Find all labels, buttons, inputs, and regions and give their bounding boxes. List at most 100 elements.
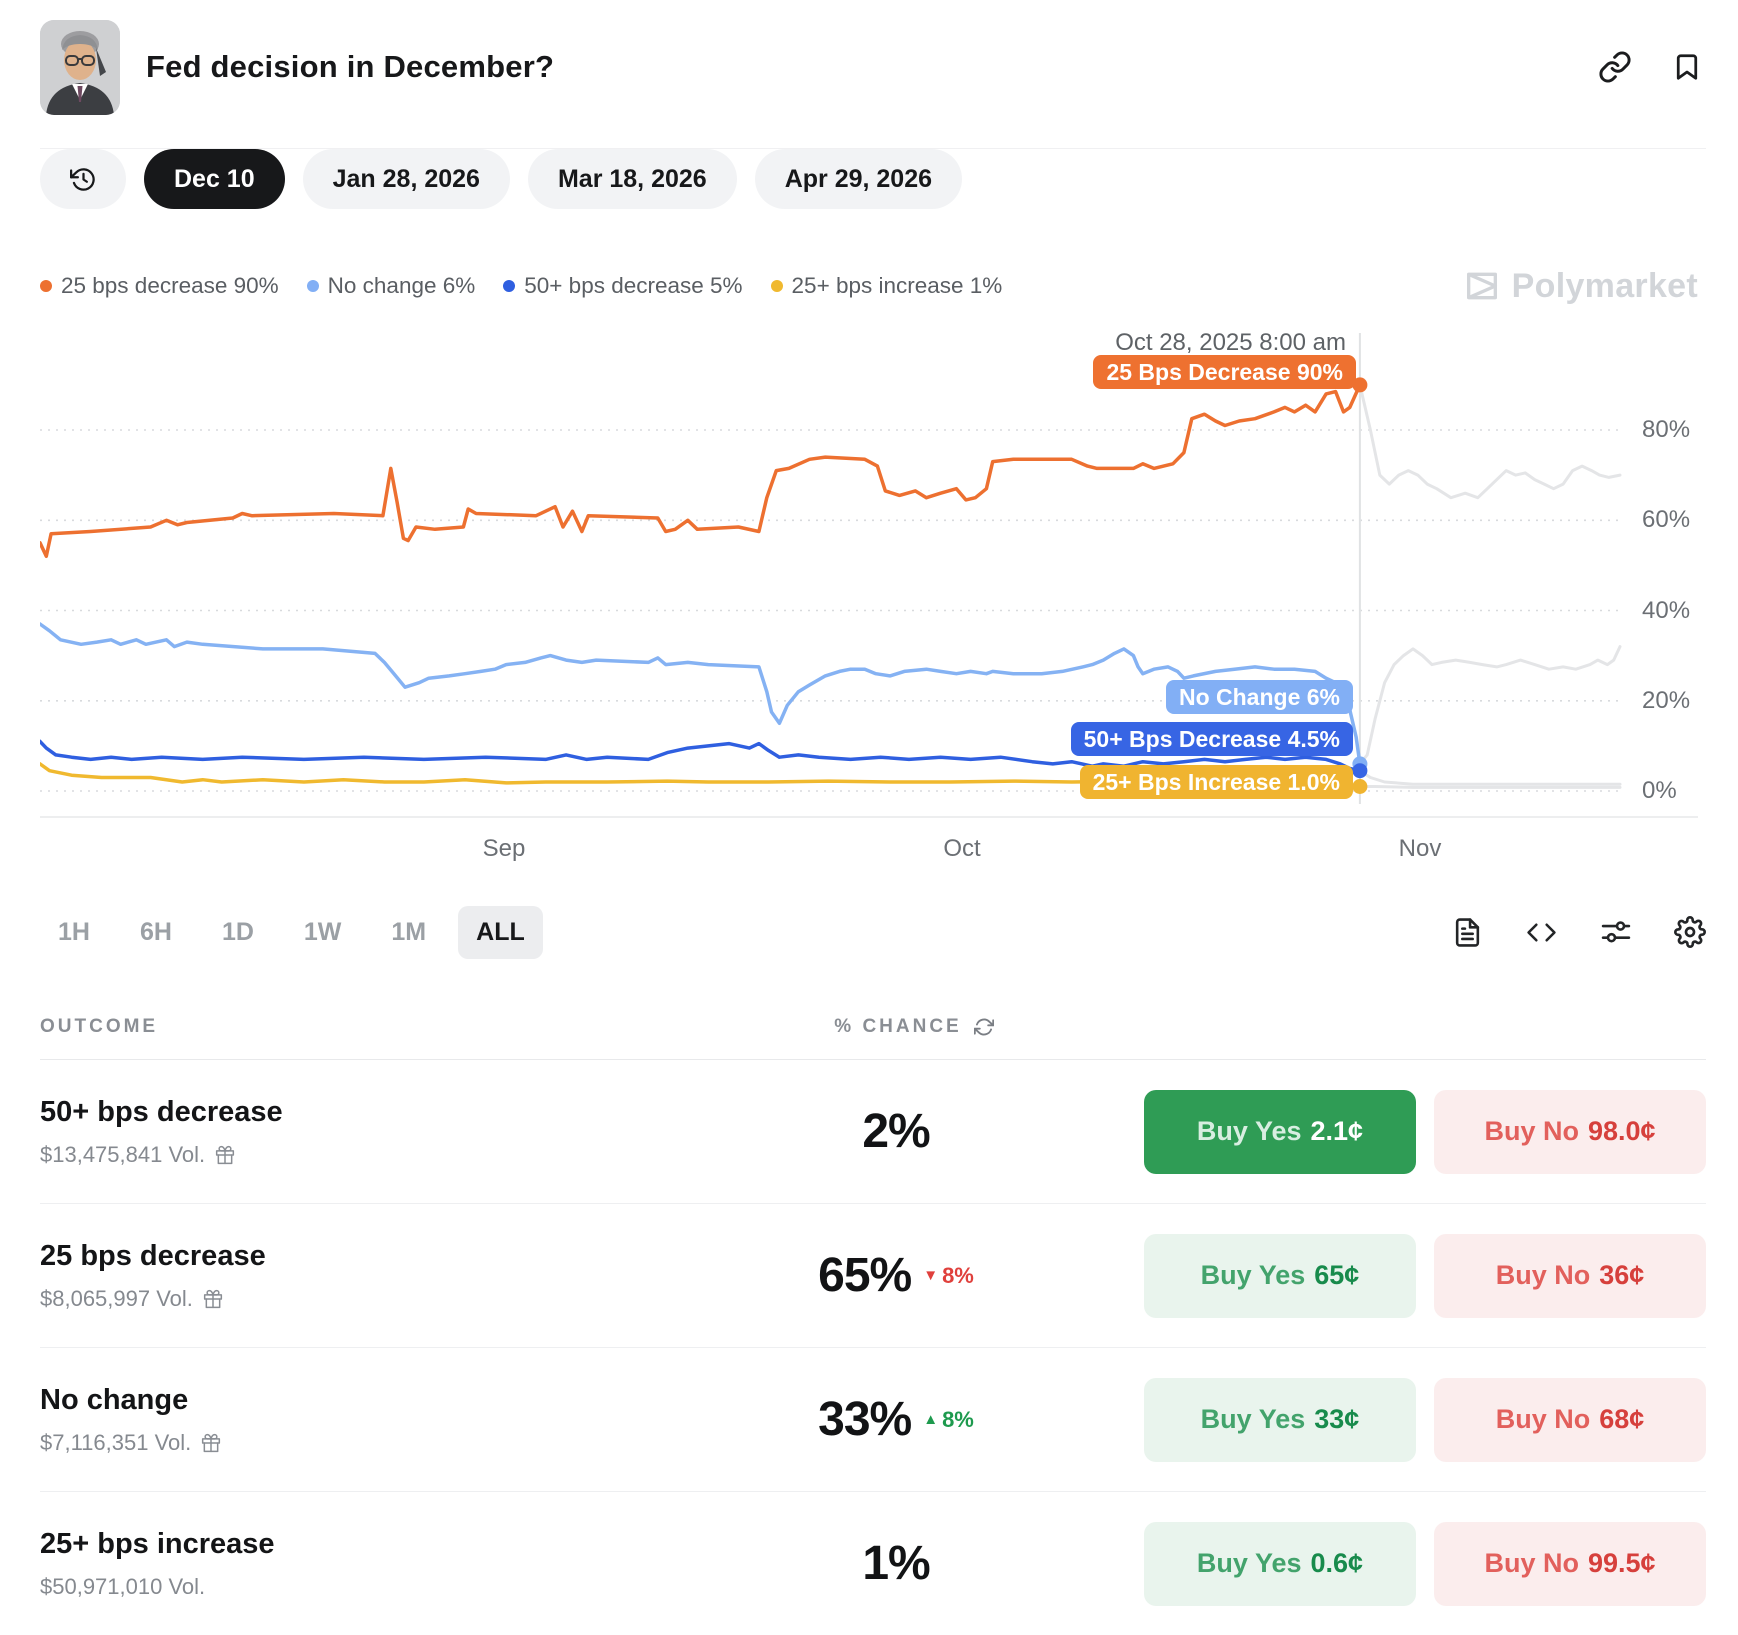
outcome-name: 25 bps decrease: [40, 1239, 266, 1272]
market-title: Fed decision in December?: [146, 49, 555, 84]
tab-apr-29-2026[interactable]: Apr 29, 2026: [754, 149, 963, 209]
legend-label: 25 bps decrease 90%: [61, 273, 279, 298]
header-actions: [1598, 50, 1702, 84]
news-button[interactable]: [1452, 917, 1483, 948]
chart-toolbar: 1H 6H 1D 1W 1M ALL: [40, 903, 1706, 961]
x-axis-tick: Sep: [482, 835, 526, 862]
legend-dot: [306, 280, 319, 292]
legend-item-25bps-increase[interactable]: 25+ bps increase 1%: [770, 273, 1002, 299]
chance-cell: 1%: [666, 1536, 1126, 1591]
outcome-name: No change: [40, 1383, 189, 1416]
buy-no-button[interactable]: Buy No 99.5¢: [1434, 1521, 1706, 1606]
bookmark-button[interactable]: [1672, 50, 1702, 84]
up-arrow-icon: ▲: [923, 1411, 939, 1428]
chance-column-header: % CHANCE: [684, 1016, 1144, 1038]
polymarket-logo-icon: [1466, 272, 1497, 300]
gear-icon: [1674, 916, 1706, 948]
y-axis-tick: 40%: [1642, 597, 1691, 624]
range-all[interactable]: ALL: [458, 905, 543, 959]
y-axis-tick: 0%: [1642, 777, 1677, 804]
outcome-name: 50+ bps decrease: [40, 1095, 283, 1128]
buy-no-button[interactable]: Buy No 36¢: [1434, 1233, 1706, 1318]
copy-link-button[interactable]: [1598, 50, 1632, 84]
legend-label: No change 6%: [327, 273, 476, 298]
buy-yes-button[interactable]: Buy Yes 0.6¢: [1144, 1521, 1416, 1606]
chart-canvas[interactable]: [40, 307, 1698, 867]
range-1w[interactable]: 1W: [286, 906, 360, 959]
x-axis-tick: Oct: [943, 835, 981, 862]
range-1d[interactable]: 1D: [204, 906, 272, 959]
outcome-row-no-change: No change $7,116,351 Vol. 33% ▲ 8% Buy Y…: [40, 1348, 1706, 1492]
change-indicator: ▲ 8%: [923, 1407, 974, 1433]
chance-cell: 33% ▲ 8%: [666, 1392, 1126, 1447]
down-arrow-icon: ▼: [923, 1267, 939, 1284]
outcome-name: 25+ bps increase: [40, 1527, 275, 1560]
buy-yes-button[interactable]: Buy Yes 65¢: [1144, 1233, 1416, 1318]
settings-button[interactable]: [1674, 916, 1706, 948]
avatar-image: [40, 19, 120, 115]
y-axis-tick: 20%: [1642, 687, 1691, 714]
buy-yes-button[interactable]: Buy Yes 33¢: [1144, 1377, 1416, 1462]
range-1m[interactable]: 1M: [373, 906, 444, 959]
market-avatar: [40, 19, 120, 115]
hover-label-50bps-decrease: 50+ Bps Decrease 4.5%: [1070, 722, 1353, 756]
chance-value: 65%: [818, 1249, 912, 1302]
legend-dot: [40, 280, 52, 292]
buy-no-button[interactable]: Buy No 98.0¢: [1434, 1089, 1706, 1174]
tab-dec-10[interactable]: Dec 10: [144, 149, 285, 209]
change-value: 8%: [942, 1262, 974, 1288]
y-axis-tick: 60%: [1642, 506, 1691, 533]
history-tab[interactable]: [40, 149, 126, 209]
refresh-icon: [973, 1018, 994, 1036]
code-icon: [1527, 922, 1556, 942]
tab-mar-18-2026[interactable]: Mar 18, 2026: [527, 149, 737, 209]
price-chart[interactable]: 80% 60% 40% 20% 0% Sep Oct Nov Oct 28, 2…: [40, 307, 1698, 867]
outcome-row-25bps-decrease: 25 bps decrease $8,065,997 Vol. 65% ▼ 8%…: [40, 1204, 1706, 1348]
chance-value: 33%: [818, 1393, 912, 1446]
chance-value: 1%: [862, 1537, 930, 1590]
legend-item-50bps-decrease[interactable]: 50+ bps decrease 5%: [503, 273, 743, 299]
time-range-selector: 1H 6H 1D 1W 1M ALL: [40, 905, 543, 959]
outcome-row-25bps-increase: 25+ bps increase $50,971,010 Vol. 1% Buy…: [40, 1492, 1706, 1635]
gift-icon[interactable]: [203, 1289, 223, 1309]
legend-dot: [503, 280, 516, 292]
gift-icon[interactable]: [201, 1433, 221, 1453]
y-axis-tick: 80%: [1642, 416, 1691, 443]
chance-value: 2%: [862, 1105, 930, 1158]
outcome-volume: $50,971,010 Vol.: [40, 1573, 206, 1599]
outcome-table: 50+ bps decrease $13,475,841 Vol. 2% Buy…: [40, 1059, 1706, 1635]
outcome-volume: $13,475,841 Vol.: [40, 1141, 206, 1167]
market-date-tabs: Dec 10 Jan 28, 2026 Mar 18, 2026 Apr 29,…: [40, 148, 1706, 209]
range-1h[interactable]: 1H: [40, 906, 108, 959]
bookmark-icon: [1676, 54, 1698, 80]
chart-settings-button[interactable]: [1600, 917, 1632, 948]
outcome-volume: $7,116,351 Vol.: [40, 1429, 192, 1455]
refresh-button[interactable]: [973, 1017, 994, 1037]
buy-yes-button[interactable]: Buy Yes 2.1¢: [1144, 1089, 1416, 1174]
gift-icon[interactable]: [215, 1145, 235, 1165]
chance-cell: 65% ▼ 8%: [666, 1248, 1126, 1303]
tab-jan-28-2026[interactable]: Jan 28, 2026: [302, 149, 510, 209]
legend-dot: [770, 280, 783, 292]
legend-item-25bps-decrease[interactable]: 25 bps decrease 90%: [40, 273, 279, 299]
legend-label: 50+ bps decrease 5%: [524, 273, 743, 298]
chart-tools: [1452, 916, 1706, 948]
sliders-icon: [1601, 920, 1631, 942]
x-axis-tick: Nov: [1398, 835, 1442, 862]
file-text-icon: [1455, 917, 1480, 947]
outcome-column-header: OUTCOME: [40, 1016, 159, 1037]
change-indicator: ▼ 8%: [923, 1263, 974, 1289]
hover-label-no-change: No Change 6%: [1165, 680, 1353, 714]
hover-label-25bps-increase: 25+ Bps Increase 1.0%: [1079, 765, 1353, 799]
legend-item-no-change[interactable]: No change 6%: [306, 273, 476, 299]
buy-no-button[interactable]: Buy No 68¢: [1434, 1377, 1706, 1462]
embed-button[interactable]: [1525, 917, 1558, 948]
link-icon: [1599, 51, 1631, 83]
outcome-row-50bps-decrease: 50+ bps decrease $13,475,841 Vol. 2% Buy…: [40, 1060, 1706, 1204]
outcome-table-header: OUTCOME % CHANCE: [40, 1009, 1706, 1045]
chance-cell: 2%: [666, 1104, 1126, 1159]
change-value: 8%: [942, 1406, 974, 1432]
range-6h[interactable]: 6H: [122, 906, 190, 959]
outcome-volume: $8,065,997 Vol.: [40, 1285, 193, 1311]
